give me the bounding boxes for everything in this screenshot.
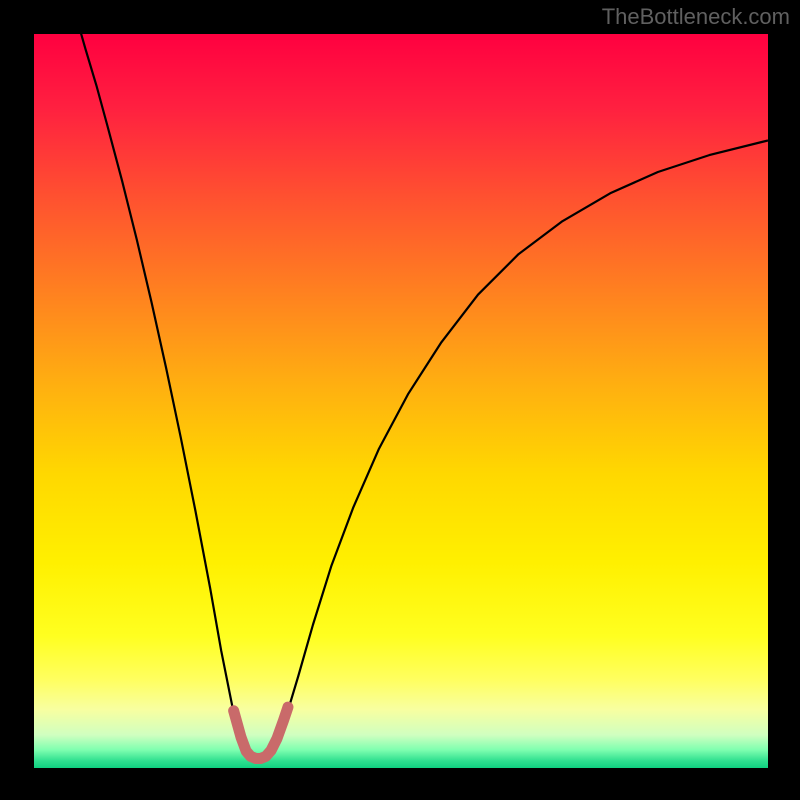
nub-curve [234,707,288,758]
chart-plot-area [34,34,768,768]
watermark-text: TheBottleneck.com [602,4,790,30]
chart-curve-layer [34,34,768,768]
main-curve [78,34,768,759]
